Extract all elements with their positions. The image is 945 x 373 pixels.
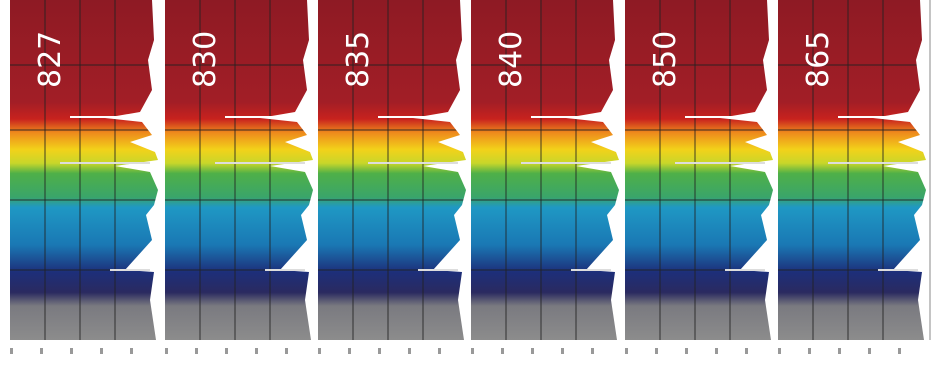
spectrum-band: [625, 0, 775, 340]
spectrum-envelope: [720, 0, 775, 340]
axis-tick: [625, 348, 628, 354]
spectrum-panel: 850: [625, 0, 775, 354]
spectrum-envelope: [413, 0, 468, 340]
spectrum-band: [165, 0, 315, 340]
spectrum-panel: 835: [318, 0, 468, 354]
spectrum-band: [10, 0, 160, 340]
axis-tick: [838, 348, 841, 354]
spectrum-panel: 827: [10, 0, 160, 354]
axis-tick: [808, 348, 811, 354]
panel-label: 850: [648, 31, 683, 88]
axis-tick: [70, 348, 73, 354]
axis-tick: [591, 348, 594, 354]
axis-tick: [378, 348, 381, 354]
spectrum-envelope: [873, 0, 928, 340]
axis-tick: [255, 348, 258, 354]
axis-tick: [165, 348, 168, 354]
panel-label: 830: [188, 31, 223, 88]
panel-label: 835: [341, 31, 376, 88]
spectrum-panel: 840: [471, 0, 621, 354]
panel-label: 840: [494, 31, 529, 88]
axis-tick: [745, 348, 748, 354]
panel-label: 865: [801, 31, 836, 88]
spectrum-band: [318, 0, 468, 340]
axis-tick: [531, 348, 534, 354]
axis-tick: [318, 348, 321, 354]
spectrum-envelope: [105, 0, 160, 340]
axis-tick: [348, 348, 351, 354]
spectrum-band: [778, 0, 928, 340]
axis-tick: [438, 348, 441, 354]
axis-tick: [285, 348, 288, 354]
axis-tick: [655, 348, 658, 354]
panel-label: 827: [33, 31, 68, 88]
axis-tick: [225, 348, 228, 354]
axis-tick: [898, 348, 901, 354]
axis-tick: [778, 348, 781, 354]
spectrum-envelope: [260, 0, 315, 340]
spectrum-panel: 830: [165, 0, 315, 354]
axis-tick: [561, 348, 564, 354]
axis-tick: [868, 348, 871, 354]
spectrum-envelope: [566, 0, 621, 340]
spectrum-panel: 865: [778, 0, 928, 354]
spectrum-band: [471, 0, 621, 340]
axis-tick: [130, 348, 133, 354]
axis-tick: [408, 348, 411, 354]
axis-tick: [100, 348, 103, 354]
axis-tick: [195, 348, 198, 354]
axis-tick: [715, 348, 718, 354]
axis-tick: [40, 348, 43, 354]
axis-tick: [471, 348, 474, 354]
axis-tick: [501, 348, 504, 354]
axis-tick: [685, 348, 688, 354]
axis-tick: [10, 348, 13, 354]
